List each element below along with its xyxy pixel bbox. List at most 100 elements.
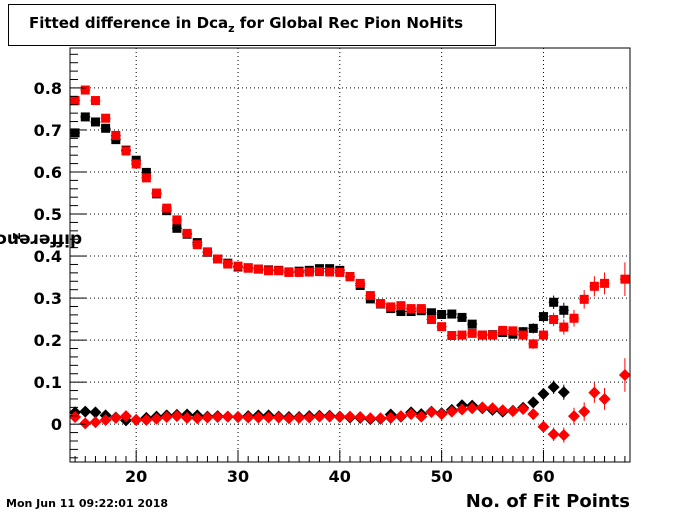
data-point-diamond [557, 429, 570, 442]
data-point-diamond [181, 411, 194, 424]
data-point-diamond [415, 410, 428, 423]
data-point-square [141, 167, 151, 177]
data-point-diamond [99, 413, 112, 426]
tick-labels: 20 30 40 50 60 0 0.1 0.2 0.3 0.4 0.5 0.6 0.7 0.8 [34, 79, 555, 486]
data-point-square [447, 309, 457, 319]
data-point-square [437, 322, 447, 332]
data-point-diamond [476, 401, 489, 414]
data-point-diamond [242, 411, 255, 424]
data-point-diamond [394, 410, 407, 423]
y-tick-label: 0.8 [34, 79, 62, 98]
data-point-diamond [140, 413, 153, 426]
data-point-diamond [333, 411, 346, 424]
data-point-square [569, 313, 579, 323]
data-point-square [152, 188, 162, 198]
data-point-diamond [89, 406, 102, 419]
data-point-diamond [374, 412, 387, 425]
data-point-diamond [252, 411, 265, 424]
data-point-square [345, 272, 355, 282]
data-point-square [294, 267, 304, 277]
data-point-square [467, 319, 477, 329]
data-point-square [549, 315, 559, 325]
chart-title-main: Fitted difference in Dca [29, 14, 229, 32]
data-point-square [70, 128, 80, 138]
data-point-square [162, 203, 172, 213]
data-point-square [253, 264, 263, 274]
data-point-square [376, 299, 386, 309]
data-point-diamond [191, 412, 204, 425]
data-point-diamond [405, 408, 418, 421]
data-point-diamond [221, 410, 234, 423]
data-point-square [416, 304, 426, 314]
data-point-square [233, 261, 243, 271]
data-point-diamond [527, 408, 540, 421]
data-point-diamond [293, 411, 306, 424]
data-point-diamond [201, 411, 214, 424]
data-point-square [213, 254, 223, 264]
data-point-diamond [598, 392, 611, 405]
data-point-diamond [120, 410, 132, 423]
data-point-diamond [506, 405, 519, 418]
data-point-square [559, 322, 569, 332]
data-point-diamond [89, 416, 102, 429]
data-point-square [202, 247, 212, 257]
data-point-square [90, 117, 100, 127]
data-point-square [477, 330, 487, 340]
data-point-square [90, 96, 100, 106]
data-point-square [386, 302, 396, 312]
data-point-diamond [496, 404, 509, 417]
data-point-square [304, 267, 314, 277]
chart-title-box: Fitted difference in Dcaz for Global Rec… [8, 4, 496, 46]
data-markers [69, 85, 631, 442]
data-point-square [447, 330, 457, 340]
data-point-diamond [557, 386, 570, 399]
data-point-square [549, 297, 559, 307]
data-point-square [335, 267, 345, 277]
y-tick-label: 0.1 [34, 373, 62, 392]
data-point-square [600, 278, 610, 288]
x-axis-label: No. of Fit Points [465, 491, 630, 512]
y-tick-label: 0.4 [34, 247, 62, 266]
data-point-square [498, 325, 508, 335]
chart-title-rest: for Global Rec Pion NoHits [234, 14, 464, 32]
chart-title-subscript: z [228, 22, 235, 35]
data-point-square [396, 301, 406, 311]
data-point-square [355, 278, 365, 288]
data-point-square [457, 312, 467, 322]
data-point-diamond [232, 411, 244, 424]
data-point-square [508, 326, 518, 336]
data-point-square [70, 96, 80, 106]
x-tick-label: 50 [431, 467, 453, 486]
y-tick-label: 0.3 [34, 289, 62, 308]
data-point-square [131, 159, 141, 169]
data-point-square [457, 330, 467, 340]
data-point-diamond [170, 410, 183, 423]
data-point-square [80, 85, 90, 95]
data-point-diamond [588, 386, 601, 399]
data-point-diamond [618, 368, 631, 381]
data-point-square [528, 323, 538, 333]
data-point-square [284, 267, 294, 277]
x-tick-label: 40 [329, 467, 351, 486]
timestamp: Mon Jun 11 09:22:01 2018 [6, 497, 169, 510]
data-point-diamond [537, 387, 550, 400]
data-point-square [325, 267, 335, 277]
data-point-diamond [313, 410, 326, 423]
data-point-diamond [354, 411, 367, 424]
data-point-diamond [282, 412, 295, 425]
data-point-square [528, 339, 538, 349]
data-point-square [274, 266, 284, 276]
data-point-square [396, 307, 406, 317]
data-point-diamond [272, 411, 285, 424]
data-point-diamond [384, 411, 397, 424]
data-point-diamond [79, 405, 92, 418]
y-tick-label: 0.2 [34, 331, 62, 350]
y-tick-label: 0.6 [34, 163, 62, 182]
data-point-square [538, 312, 548, 322]
grid [70, 48, 630, 462]
data-point-square [172, 215, 182, 225]
data-point-square [589, 281, 599, 291]
data-point-diamond [69, 411, 82, 424]
data-point-square [80, 112, 90, 122]
